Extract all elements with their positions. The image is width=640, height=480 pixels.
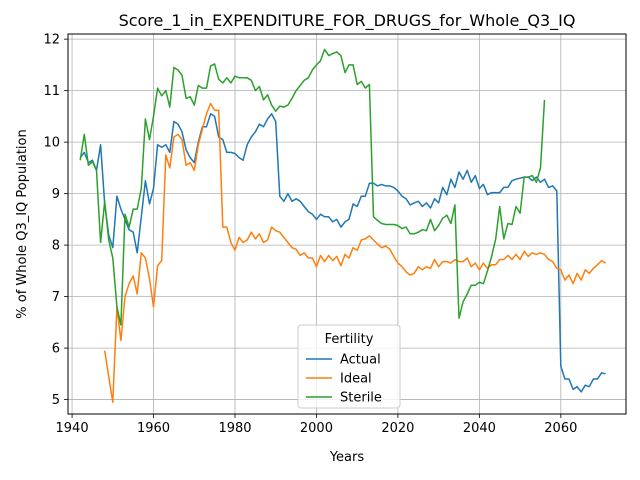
x-tick-label: 2060	[544, 421, 577, 436]
series-lines	[79, 48, 606, 403]
legend-box	[297, 324, 401, 409]
x-tick-label: 2020	[381, 421, 414, 436]
y-axis-title: % of Whole Q3_IQ Population	[15, 129, 30, 318]
y-tick-label: 10	[43, 136, 60, 151]
x-axis-title: Years	[329, 450, 365, 465]
series-line-ideal	[103, 102, 606, 403]
x-tick-label: 1940	[56, 421, 89, 436]
y-axis: 5 6 7 8 9 10 11 12	[43, 33, 68, 408]
legend-label-ideal: Ideal	[340, 372, 372, 387]
y-tick-label: 12	[43, 33, 60, 48]
legend-title: Fertility	[325, 332, 374, 347]
legend-items: Actual Ideal Sterile	[306, 353, 382, 406]
x-axis: 1940 1960 1980 2000 2020 2040 2060	[56, 414, 577, 436]
legend-label-actual: Actual	[340, 353, 381, 368]
x-tick-label: 2000	[300, 421, 333, 436]
series-line-sterile	[79, 48, 546, 326]
series-line-actual	[79, 113, 606, 393]
x-tick-label: 1960	[137, 421, 170, 436]
y-tick-label: 8	[52, 239, 60, 254]
x-tick-label: 1980	[218, 421, 251, 436]
y-tick-label: 5	[52, 393, 60, 408]
x-tick-label: 2040	[463, 421, 496, 436]
legend: Fertility Actual Ideal Sterile	[297, 324, 401, 409]
y-tick-label: 7	[52, 290, 60, 305]
plot-frame	[67, 33, 627, 415]
y-tick-label: 6	[52, 342, 60, 357]
y-tick-label: 9	[52, 187, 60, 202]
grid-lines	[68, 34, 626, 414]
y-tick-label: 11	[43, 84, 60, 99]
chart-title: Score_1_in_EXPENDITURE_FOR_DRUGS_for_Who…	[119, 11, 576, 31]
legend-label-sterile: Sterile	[340, 391, 382, 406]
